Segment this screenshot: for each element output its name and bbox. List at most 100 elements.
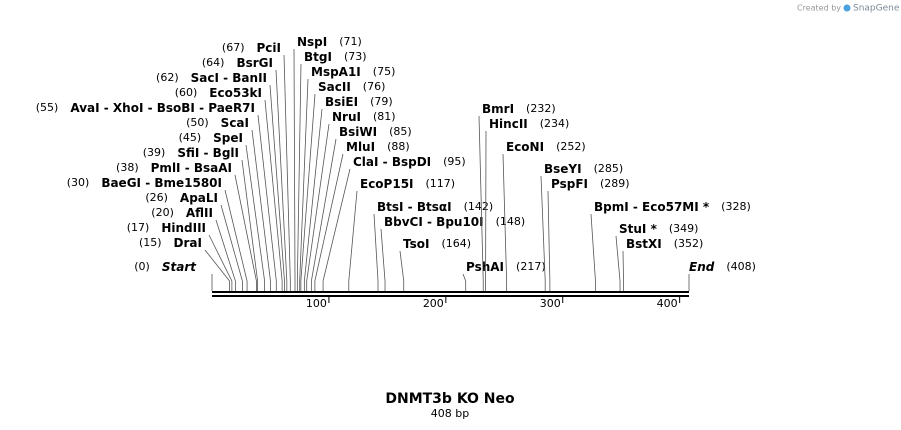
site-label: BmrI (232) [482, 102, 556, 116]
watermark-icon [843, 4, 851, 12]
site-label: NspI (71) [297, 35, 362, 49]
site-name: PshAI [466, 260, 504, 274]
site-position: (85) [389, 125, 412, 138]
site-name: ApaLI [180, 191, 218, 205]
site-label: NruI (81) [332, 110, 396, 124]
site-position: (64) [202, 56, 225, 69]
site-position: (30) [67, 176, 90, 189]
site-name: Eco53kI [209, 86, 262, 100]
site-name: TsoI [403, 237, 429, 251]
site-label: (38) PmlI - BsaAI [116, 161, 232, 175]
site-label: TsoI (164) [403, 237, 471, 251]
site-name: HincII [489, 117, 528, 131]
ruler-tick-label: 300 [540, 297, 561, 310]
site-name: BseYI [544, 162, 582, 176]
site-label: (67) PciI [222, 41, 281, 55]
site-line [478, 115, 484, 291]
site-line [502, 153, 508, 291]
site-line [300, 93, 316, 291]
site-position: (252) [556, 140, 586, 153]
site-name: NruI [332, 110, 361, 124]
site-name: BbvCI - Bpu10I [384, 215, 484, 229]
site-name: BaeGI - Bme1580I [101, 176, 222, 190]
site-line [348, 190, 358, 291]
site-position: (62) [156, 71, 179, 84]
site-position: (0) [134, 260, 150, 273]
site-label: BbvCI - Bpu10I (148) [384, 215, 525, 229]
site-label: BtsI - BtsαI (142) [377, 200, 493, 214]
site-line [380, 228, 386, 291]
site-position: (349) [669, 222, 699, 235]
site-position: (352) [674, 237, 704, 250]
site-position: (73) [344, 50, 367, 63]
site-line [310, 138, 337, 291]
site-label: BpmI - Eco57MI * (328) [594, 200, 751, 214]
site-name: DraI [174, 236, 202, 250]
watermark-brand: SnapGene [853, 4, 900, 14]
site-line [462, 273, 467, 291]
site-name: HindIII [161, 221, 206, 235]
site-label: (64) BsrGI [202, 56, 273, 70]
site-line [314, 153, 344, 291]
site-position: (148) [496, 215, 526, 228]
site-label: (39) SfiI - BglI [143, 146, 239, 160]
site-label: End (408) [689, 260, 756, 274]
site-name: EcoP15I [360, 177, 414, 191]
site-label: PshAI (217) [466, 260, 546, 274]
site-position: (45) [179, 131, 202, 144]
site-position: (55) [36, 101, 59, 114]
site-label: (0) Start [134, 260, 197, 274]
title: DNMT3b KO Neo [385, 391, 515, 407]
site-line [299, 78, 309, 291]
site-line [590, 213, 596, 291]
site-label: StuI * (349) [619, 222, 698, 236]
site-name: NspI [297, 35, 327, 49]
site-label: PspFI (289) [551, 177, 630, 191]
site-position: (20) [151, 206, 174, 219]
site-label: SacII (76) [318, 80, 385, 94]
site-label: (50) ScaI [186, 116, 249, 130]
site-position: (88) [387, 140, 410, 153]
site-position: (26) [145, 191, 168, 204]
site-line [296, 63, 302, 291]
site-line [303, 108, 323, 291]
site-label: EcoNI (252) [506, 140, 586, 154]
site-name: AvaI - XhoI - BsoBI - PaeR7I [70, 101, 255, 115]
site-position: (75) [373, 65, 396, 78]
site-position: (50) [186, 116, 209, 129]
site-name: SacII [318, 80, 351, 94]
subtitle: 408 bp [431, 407, 469, 420]
ruler-tick-label: 100 [306, 297, 327, 310]
site-label: (62) SacI - BanII [156, 71, 267, 85]
site-name: PmlI - BsaAI [151, 161, 232, 175]
site-label: (55) AvaI - XhoI - BsoBI - PaeR7I [36, 101, 255, 115]
site-position: (328) [721, 200, 751, 213]
site-line [269, 84, 285, 291]
watermark: Created by [797, 4, 841, 13]
site-name: ClaI - BspDI [353, 155, 431, 169]
site-position: (76) [363, 80, 386, 93]
site-label: HincII (234) [489, 117, 569, 131]
site-position: (67) [222, 41, 245, 54]
site-position: (164) [441, 237, 471, 250]
site-line [224, 189, 248, 291]
site-line [241, 159, 258, 291]
site-name: BpmI - Eco57MI * [594, 200, 710, 214]
ruler-tick-label: 200 [423, 297, 444, 310]
site-position: (71) [339, 35, 362, 48]
site-name: SfiI - BglI [177, 146, 239, 160]
site-name: BtsI - BtsαI [377, 200, 452, 214]
site-position: (95) [443, 155, 466, 168]
site-position: (117) [426, 177, 456, 190]
site-name: BtgI [304, 50, 332, 64]
ruler-tick-label: 400 [657, 297, 678, 310]
site-line [283, 54, 291, 291]
site-line [615, 235, 621, 291]
site-name: End [689, 260, 715, 274]
site-line [245, 144, 266, 291]
site-position: (232) [526, 102, 556, 115]
site-position: (408) [726, 260, 756, 273]
site-line [275, 69, 288, 291]
site-name: PspFI [551, 177, 588, 191]
